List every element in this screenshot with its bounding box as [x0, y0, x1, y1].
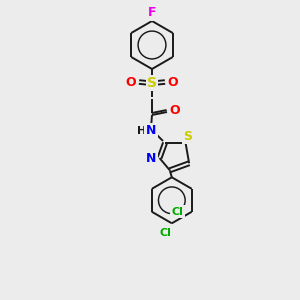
Text: N: N	[146, 124, 156, 137]
Text: O: O	[168, 76, 178, 88]
Text: O: O	[170, 104, 180, 118]
Text: O: O	[126, 76, 136, 88]
Text: Cl: Cl	[172, 207, 184, 217]
Text: S: S	[183, 130, 192, 142]
Text: S: S	[147, 76, 157, 90]
Text: Cl: Cl	[160, 228, 172, 238]
Text: N: N	[146, 152, 157, 164]
Text: F: F	[148, 7, 156, 20]
Text: H: H	[137, 126, 147, 136]
